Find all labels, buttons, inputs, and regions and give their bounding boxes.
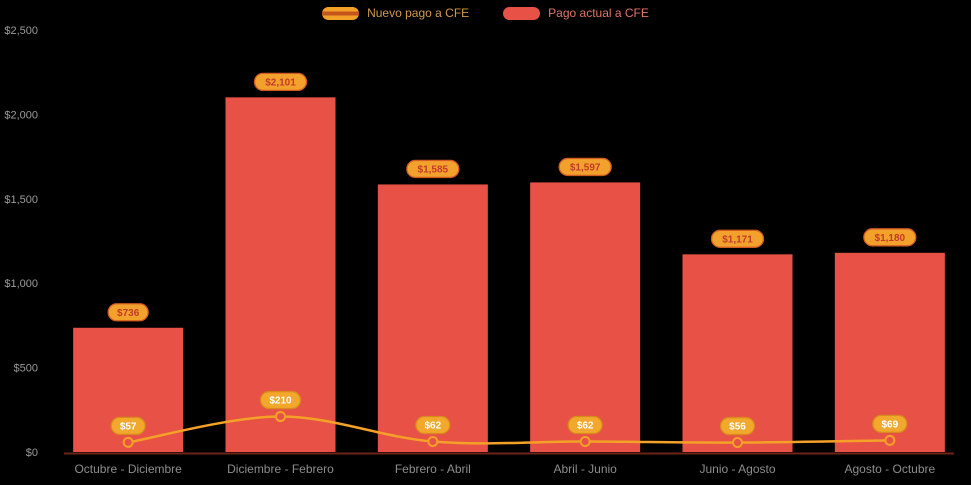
line-value-label-text: $210	[269, 396, 292, 407]
bar-value-label-pill	[710, 229, 765, 248]
legend-item-pago-actual[interactable]: Pago actual a CFE	[503, 7, 649, 20]
y-axis-tick-label: $2,000	[4, 109, 38, 121]
line-point[interactable]	[579, 436, 591, 448]
y-axis-tick-label: $1,500	[4, 194, 38, 206]
x-axis-label: Agosto - Octubre	[844, 462, 935, 476]
bar-value-label-pill	[863, 228, 917, 247]
line-point[interactable]	[122, 436, 134, 448]
bar-value-label-text: $1,597	[570, 162, 601, 173]
y-axis-tick-label: $0	[26, 447, 38, 459]
line-value-label-pill	[567, 415, 603, 435]
bar-value-label-text: $736	[117, 308, 140, 319]
bar-value-label-text: $1,585	[418, 164, 449, 175]
x-axis-label: Febrero - Abril	[395, 462, 471, 476]
x-axis-label: Octubre - Diciembre	[74, 462, 182, 476]
line-value-label-pill	[259, 390, 302, 410]
legend-item-nuevo-pago[interactable]: Nuevo pago a CFE	[322, 7, 469, 20]
x-axis-label: Abril - Junio	[553, 462, 617, 476]
bar-pago-actual[interactable]	[377, 184, 488, 452]
bar-value-label-text: $1,180	[875, 233, 906, 244]
line-value-label-pill	[415, 415, 451, 435]
line-point[interactable]	[275, 411, 286, 423]
line-value-label-pill	[110, 416, 146, 436]
line-point[interactable]	[427, 436, 439, 448]
x-axis-label: Diciembre - Febrero	[227, 462, 334, 476]
line-value-label-text: $56	[729, 422, 746, 433]
bar-value-label-pill	[406, 159, 460, 179]
nuevo-pago-line-swatch-icon	[322, 7, 360, 20]
bar-value-label-pill	[107, 303, 149, 322]
bar-value-label-text: $1,171	[722, 234, 753, 245]
line-value-label-text: $62	[577, 421, 594, 432]
line-point[interactable]	[884, 434, 896, 446]
x-axis-label: Junio - Agosto	[699, 462, 775, 476]
bar-value-label-text: $2,101	[265, 77, 296, 88]
bar-pago-actual[interactable]	[530, 182, 641, 453]
line-point[interactable]	[732, 437, 743, 449]
y-axis-tick-label: $1,000	[4, 278, 38, 290]
y-axis-tick-label: $2,500	[4, 25, 38, 37]
nuevo-pago-trend-line	[126, 415, 892, 445]
legend-label-nuevo-pago: Nuevo pago a CFE	[367, 6, 470, 20]
line-value-label-text: $57	[120, 421, 137, 432]
line-value-label-pill	[872, 414, 908, 434]
line-value-label-pill	[719, 416, 756, 436]
chart-legend: Nuevo pago a CFE Pago actual a CFE	[0, 7, 971, 20]
pago-actual-bar-swatch-icon	[503, 7, 541, 20]
line-value-label-text: $69	[881, 419, 898, 430]
bar-value-label-pill	[558, 157, 612, 177]
legend-label-pago-actual: Pago actual a CFE	[548, 6, 649, 20]
y-axis-tick-label: $500	[14, 363, 38, 375]
bar-value-label-pill	[253, 72, 308, 92]
line-value-label-text: $62	[424, 421, 441, 432]
